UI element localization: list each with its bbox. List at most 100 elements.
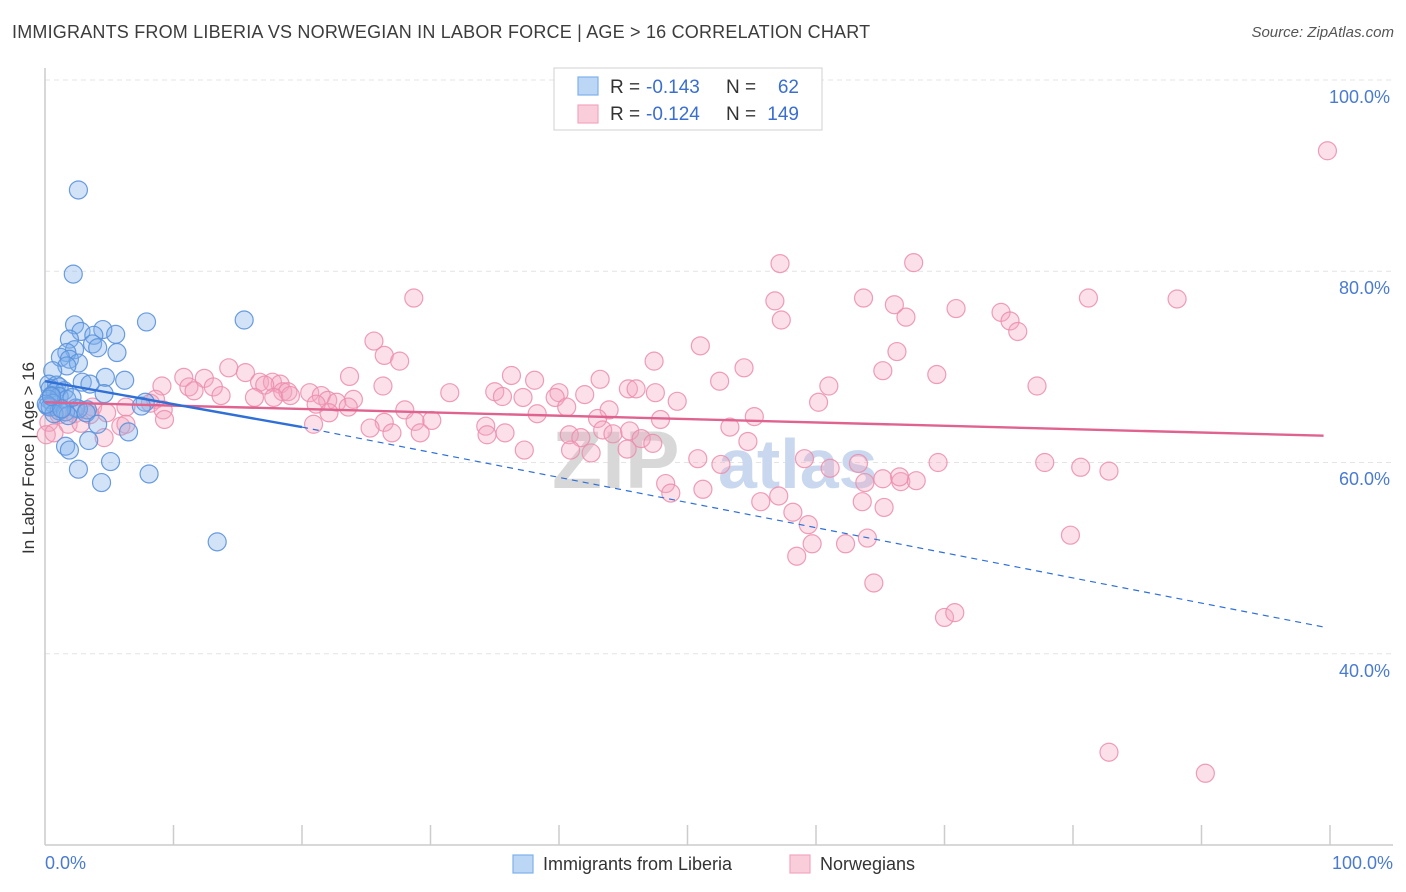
norwegians-point <box>934 607 955 628</box>
norwegians-point <box>783 502 803 522</box>
norwegians-point <box>645 383 665 403</box>
norwegians-point <box>179 377 199 397</box>
norwegians-point <box>235 363 256 383</box>
norwegians-point <box>560 440 581 460</box>
norwegians-point <box>339 366 360 387</box>
norwegians-point <box>219 358 239 378</box>
liberia-point <box>55 436 76 456</box>
norwegians-point <box>264 387 284 408</box>
norwegians-point <box>303 414 324 434</box>
norwegians-point <box>495 423 515 443</box>
legend-swatch-liberia <box>577 76 599 96</box>
x-tick-label-max: 100.0% <box>1332 853 1393 873</box>
norwegians-point <box>360 418 380 438</box>
y-axis-label: In Labor Force | Age > 16 <box>19 362 38 554</box>
norwegians-point <box>904 253 924 273</box>
liberia-point <box>118 422 139 442</box>
norwegians-point <box>853 288 874 308</box>
norwegians-point <box>765 291 785 311</box>
norwegians-point <box>319 403 339 423</box>
norwegians-point <box>946 298 966 319</box>
norwegians-point <box>524 370 545 390</box>
legend-r-label-1: R = <box>610 77 640 98</box>
norwegians-point <box>1167 289 1187 309</box>
norwegians-point <box>896 307 916 327</box>
norwegians-point <box>667 391 687 411</box>
norwegians-point <box>693 479 713 499</box>
norwegians-point <box>513 387 533 408</box>
norwegians-point <box>1035 452 1055 473</box>
norwegians-point <box>440 383 460 403</box>
norwegians-point <box>819 376 839 396</box>
norwegians-point <box>116 397 136 417</box>
norwegians-point <box>590 369 610 389</box>
liberia-point <box>68 180 89 200</box>
bottom-legend-label-liberia: Immigrants from Liberia <box>543 854 733 874</box>
liberia-trend-extension <box>301 426 1324 628</box>
legend-r-label-2: R = <box>610 104 640 125</box>
trend-lines <box>44 380 1324 628</box>
norwegians-point <box>864 573 884 593</box>
norwegians-point <box>802 534 822 554</box>
norwegians-point <box>116 414 136 434</box>
norwegians-point <box>643 433 663 453</box>
liberia-point <box>91 472 112 493</box>
norwegians-point <box>1099 742 1119 762</box>
norwegians-point <box>945 603 965 623</box>
norwegians-point <box>873 361 893 381</box>
norwegians-point <box>382 423 402 443</box>
liberia-point <box>234 310 254 330</box>
norwegians-point <box>688 449 708 469</box>
y-tick-label-80: 80.0% <box>1339 278 1390 298</box>
norwegians-point <box>410 423 430 443</box>
legend-r-value-2: -0.124 <box>646 104 700 125</box>
liberia-points <box>36 180 254 552</box>
liberia-point <box>136 312 157 332</box>
norwegians-point <box>338 397 358 417</box>
norwegians-point <box>211 385 231 406</box>
legend-n-value-1: 62 <box>778 77 799 98</box>
legend-n-label-2: N = <box>726 104 756 125</box>
norwegians-points <box>36 141 1338 783</box>
norwegians-point <box>644 351 664 371</box>
norwegians-point <box>738 431 758 452</box>
liberia-point <box>41 386 62 407</box>
watermark-zip: ZIP <box>552 415 680 506</box>
bottom-legend-swatch-norwegians <box>789 854 811 874</box>
norwegians-point <box>848 453 869 474</box>
norwegians-point <box>364 331 384 351</box>
norwegians-point <box>820 458 840 478</box>
norwegians-point <box>36 425 56 445</box>
liberia-point <box>68 459 89 479</box>
liberia-point <box>82 334 103 354</box>
y-tick-label-60: 60.0% <box>1339 469 1390 489</box>
liberia-point <box>139 464 159 484</box>
x-tick-marks <box>172 825 1331 845</box>
norwegians-point <box>1099 461 1119 481</box>
legend-n-label-1: N = <box>726 77 756 98</box>
liberia-point <box>106 324 126 344</box>
norwegians-point <box>873 469 893 489</box>
liberia-point <box>71 321 91 342</box>
norwegians-point <box>852 492 872 512</box>
norwegians-point <box>44 423 64 443</box>
norwegians-point <box>751 492 771 512</box>
norwegians-point <box>1027 376 1047 396</box>
norwegians-point <box>404 288 424 308</box>
x-tick-label-min: 0.0% <box>45 853 86 873</box>
norwegians-point <box>154 409 175 430</box>
norwegians-point <box>690 336 710 356</box>
liberia-point <box>88 338 108 358</box>
legend-n-value-2: 149 <box>767 104 799 125</box>
bottom-legend: Immigrants from Liberia Norwegians <box>512 854 915 874</box>
liberia-point <box>57 356 77 376</box>
norwegians-point <box>1000 311 1020 331</box>
norwegians-point <box>373 376 393 396</box>
norwegians-point <box>631 428 651 449</box>
norwegians-point <box>794 449 815 469</box>
norwegians-point <box>889 467 910 487</box>
liberia-point <box>115 370 135 390</box>
norwegians-point <box>835 534 856 554</box>
norwegians-point <box>618 379 638 399</box>
